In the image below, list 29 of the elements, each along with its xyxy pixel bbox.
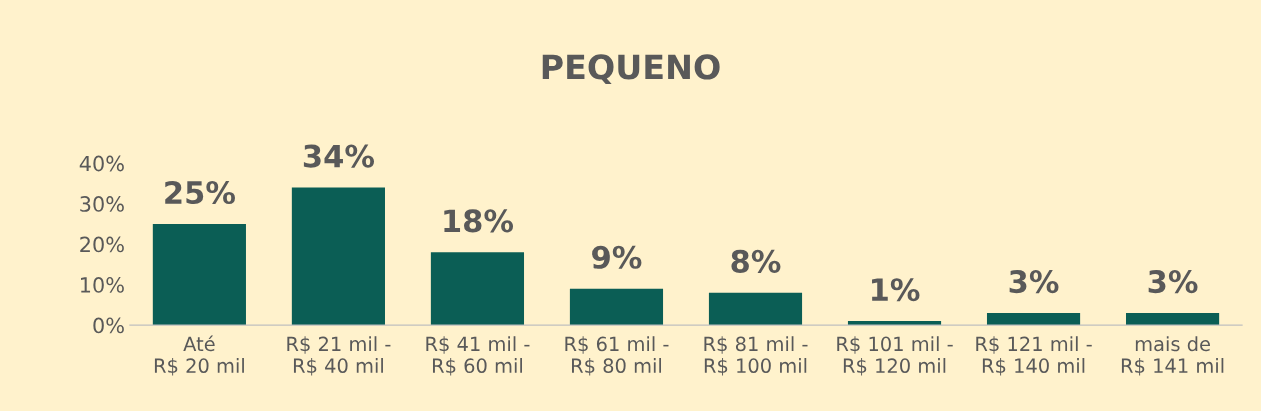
data-label: 3% — [1009, 270, 1059, 294]
chart-title: PEQUENO — [542, 54, 720, 84]
y-tick-label: 0% — [93, 317, 124, 334]
y-tick-label: 30% — [80, 196, 124, 212]
data-label: 34% — [303, 144, 375, 168]
x-tick-label: R$ 41 mil - R$ 60 mil — [426, 336, 530, 376]
x-tick-label: R$ 121 mil - R$ 140 mil — [976, 336, 1092, 376]
data-label: 8% — [731, 249, 781, 273]
bar — [986, 312, 1081, 326]
bar — [291, 187, 385, 326]
data-label: 1% — [872, 278, 920, 302]
x-tick-label: R$ 21 mil - R$ 40 mil — [287, 336, 391, 376]
x-tick-label: R$ 61 mil - R$ 80 mil — [565, 336, 669, 376]
bar — [1126, 312, 1220, 326]
data-label: 25% — [165, 180, 235, 205]
bar — [708, 292, 803, 326]
y-tick-label: 40% — [79, 155, 124, 172]
x-tick-label: R$ 101 mil - R$ 120 mil — [837, 336, 953, 376]
x-tick-label: Até R$ 20 mil — [154, 335, 244, 376]
y-tick-label: 20% — [80, 236, 124, 253]
data-label: 18% — [444, 209, 514, 233]
x-tick-label: R$ 81 mil - R$ 100 mil — [704, 336, 808, 376]
x-tick-label: mais de R$ 141 mil — [1121, 336, 1224, 376]
y-tick-label: 10% — [81, 277, 124, 293]
bar — [569, 288, 664, 326]
bar — [152, 223, 246, 326]
data-label: 3% — [1148, 270, 1198, 294]
data-label: 9% — [592, 245, 642, 269]
bar — [430, 252, 525, 326]
